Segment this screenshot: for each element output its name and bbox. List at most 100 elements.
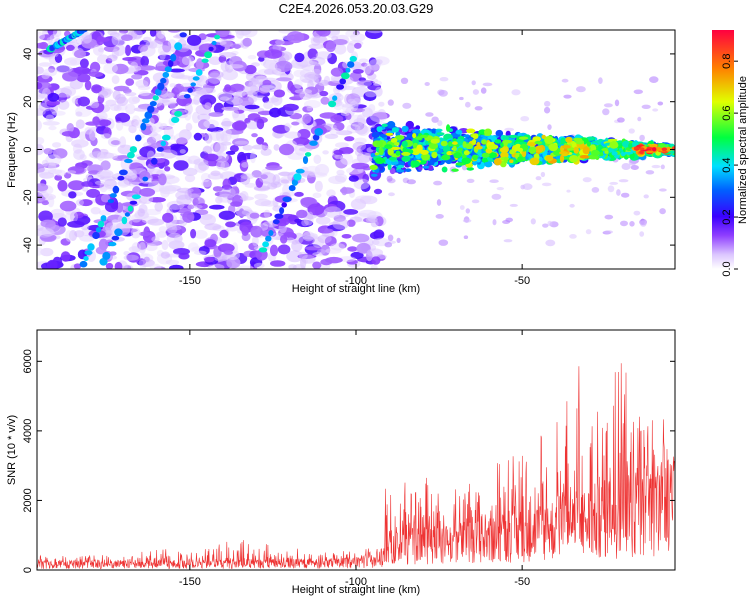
heatmap-cell [187,204,195,210]
heatmap-signal-cell [526,142,537,147]
heatmap-cell [182,167,198,176]
heatmap-signal-cell [385,132,394,136]
heatmap-signal-cell [441,166,448,173]
heatmap-cell [114,261,123,269]
heatmap-cell [38,62,52,67]
heatmap-signal-cell [466,167,475,171]
heatmap-cell [287,80,294,91]
heatmap-cell [186,34,202,46]
heatmap-cell [489,179,499,183]
heatmap-cell [621,163,631,170]
heatmap-cell [520,116,530,122]
heatmap-signal-cell [517,156,523,163]
heatmap-cell [335,142,349,149]
heatmap-cell [219,229,229,239]
heatmap-cell [212,186,223,192]
colorbar-ticks: 0.0 0.2 0.4 0.6 0.8 [721,54,738,277]
heatmap-cell [160,123,168,129]
heatmap-cell [247,55,257,60]
heatmap-signal-cell [509,149,515,155]
heatmap-cell [138,259,155,267]
heatmap-cell [221,69,238,81]
heatmap-cell [330,243,346,251]
heatmap-cell [158,226,168,233]
heatmap-signal-cell [463,150,470,156]
heatmap-signal-cell [519,136,529,140]
heatmap-signal-cell [586,141,592,147]
heatmap-cell [466,178,475,183]
heatmap-signal-cell [461,157,471,165]
heatmap-trace-cell [162,134,171,141]
y-tick-label: 2000 [22,488,34,512]
heatmap-cell [277,244,291,255]
heatmap-cell [388,192,395,197]
heatmap-cell [629,221,635,227]
heatmap-cell [57,180,68,192]
heatmap-trace-cell [208,46,214,52]
heatmap-cell [354,123,368,135]
heatmap-signal-cell [381,123,388,128]
heatmap-trace-cell [201,58,209,63]
heatmap-cell [396,237,401,243]
heatmap-signal-cell [370,146,378,150]
heatmap-signal-cell [406,133,414,139]
heatmap-signal-cell [591,149,600,157]
heatmap-cell [164,166,171,172]
heatmap-cell [603,103,613,108]
heatmap-trace-cell [117,175,125,181]
heatmap-cell [633,210,641,216]
snr-y-label: SNR (10 * v/v) [6,415,18,485]
y-tick-label: 6000 [22,349,34,373]
heatmap-cell [369,110,388,123]
heatmap-cell [226,64,244,69]
heatmap-cell [356,114,366,125]
heatmap-cell [585,229,592,235]
heatmap-cell [659,188,667,192]
heatmap-cell [169,103,176,109]
heatmap-signal-cell [384,144,393,150]
heatmap-trace-cell [107,199,114,204]
heatmap-signal-cell [472,133,479,140]
heatmap-cell [358,58,369,63]
heatmap-cell [329,127,340,136]
heatmap-cell [84,127,93,135]
heatmap-cell [406,179,416,185]
heatmap-cell [162,212,174,223]
heatmap-signal-cell [390,138,398,143]
heatmap-cell [173,132,190,144]
heatmap-cell [373,188,383,195]
y-tick-label: -40 [22,237,34,253]
heatmap-cell [130,227,141,239]
heatmap-signal-cell [436,132,445,136]
heatmap-cell [224,250,233,255]
heatmap-cell [199,214,216,226]
heatmap-signal-cell [419,134,428,138]
heatmap-signal-cell [396,169,405,173]
heatmap-cell [173,160,189,171]
heatmap-signal-cell [371,132,380,138]
heatmap-cell [208,56,222,65]
heatmap-cell [89,101,100,109]
heatmap-signal-cell [548,143,558,152]
heatmap-cell [69,211,79,223]
heatmap-cell [90,207,101,215]
heatmap-trace-cell [127,205,134,212]
heatmap-cell [123,254,139,261]
heatmap-cell [176,194,192,206]
heatmap-cell [225,150,236,155]
heatmap-signal-cell [503,156,508,164]
heatmap-cell [315,216,331,225]
heatmap-cell [322,150,329,155]
heatmap-cell [207,172,224,180]
heatmap-cell [51,110,66,116]
heatmap-cell [135,79,149,88]
heatmap-cell [111,34,120,46]
chart-title: C2E4.2026.053.20.03.G29 [279,1,434,16]
heatmap-cell [291,121,300,126]
heatmap-cell [107,54,118,62]
heatmap-cell [229,83,245,93]
heatmap-cell [138,65,156,71]
heatmap-cell [368,104,376,113]
heatmap-cell [195,104,212,116]
